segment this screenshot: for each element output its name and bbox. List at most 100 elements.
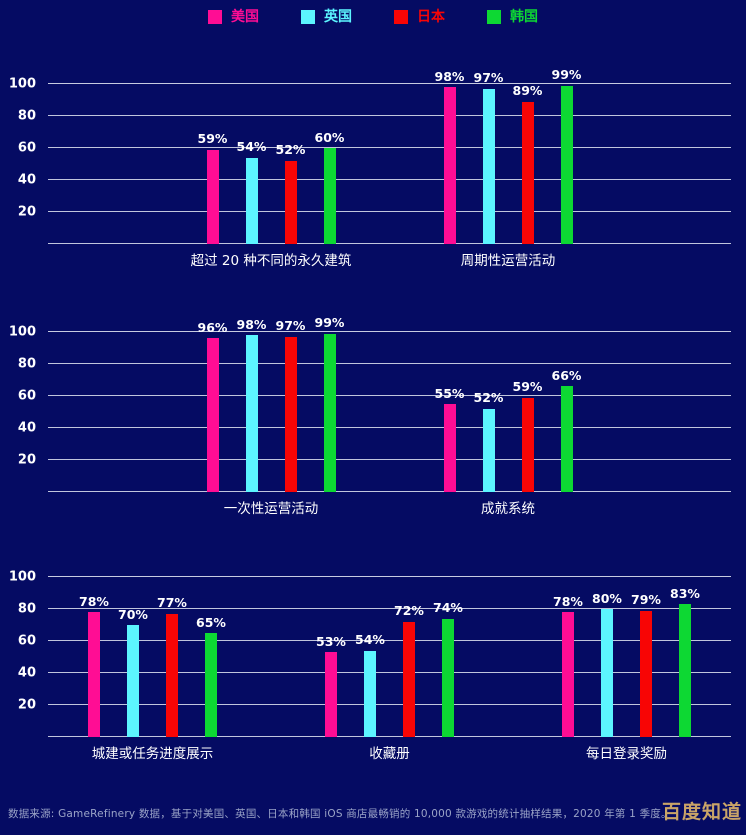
bar-rect-japan xyxy=(521,397,534,492)
bar-rect-uk xyxy=(482,88,495,244)
legend-item-us: 美国 xyxy=(208,10,259,24)
bar-korea: 83% xyxy=(670,587,700,737)
bar-uk: 52% xyxy=(474,392,503,492)
bar-rect-korea xyxy=(323,148,336,244)
bar-korea: 60% xyxy=(315,131,344,244)
gridline-60 xyxy=(48,640,731,641)
gridline-60 xyxy=(48,395,731,396)
category-groups: 78% 70% 77% 65% 城建或任务进度展示 53% 54% 72% 74% 收藏册 78% 8… xyxy=(48,577,731,760)
bar-value-label: 54% xyxy=(236,139,267,155)
category-groups: 96% 98% 97% 99% 一次性运营活动 55% 52% 59% 66% 成就系统 xyxy=(48,317,731,516)
bar-rect-uk xyxy=(482,408,495,492)
bar-value-label: 52% xyxy=(275,142,306,158)
bar-uk: 70% xyxy=(118,608,148,737)
bar-korea: 99% xyxy=(552,69,581,244)
category-group: 59% 54% 52% 60% 超过 20 种不同的永久建筑 xyxy=(153,84,390,268)
bar-rect-japan xyxy=(166,613,178,737)
category-group: 78% 80% 79% 83% 每日登录奖励 xyxy=(508,577,745,760)
bar-us: 55% xyxy=(435,387,464,492)
category-group: 96% 98% 97% 99% 一次性运营活动 xyxy=(153,317,390,516)
category-group: 55% 52% 59% 66% 成就系统 xyxy=(390,332,627,515)
bar-value-label: 53% xyxy=(316,633,346,649)
gridline-100 xyxy=(48,83,731,84)
bar-rect-korea xyxy=(679,604,691,737)
bar-value-label: 99% xyxy=(314,315,345,331)
bar-rect-uk xyxy=(127,625,139,737)
bar-japan: 77% xyxy=(157,597,187,737)
bar-korea: 99% xyxy=(315,317,344,492)
bar-us: 96% xyxy=(198,321,227,492)
bar-rect-korea xyxy=(442,618,454,737)
gridline-0 xyxy=(48,491,731,492)
bar-value-label: 78% xyxy=(553,593,583,609)
bar-uk: 98% xyxy=(237,318,266,492)
bar-japan: 52% xyxy=(276,144,305,244)
y-tick-60: 60 xyxy=(17,140,36,156)
bar-value-label: 54% xyxy=(355,632,385,648)
y-axis-ticks: 20 40 60 80 100 xyxy=(0,326,40,492)
bar-rect-us xyxy=(206,149,219,244)
gridline-20 xyxy=(48,704,731,705)
bar-value-label: 66% xyxy=(551,367,582,383)
bar-rect-us xyxy=(325,652,337,737)
bar-uk: 97% xyxy=(474,72,503,244)
legend-label-uk: 英国 xyxy=(324,9,352,25)
legend-item-japan: 日本 xyxy=(394,10,445,24)
gridline-40 xyxy=(48,179,731,180)
legend-swatch-japan xyxy=(394,10,408,24)
bar-us: 59% xyxy=(198,133,227,244)
bar-rect-uk xyxy=(601,609,613,737)
category-label: 周期性运营活动 xyxy=(460,253,556,269)
bar-value-label: 60% xyxy=(314,129,345,145)
bar-value-label: 65% xyxy=(196,614,226,630)
bar-value-label: 98% xyxy=(236,316,267,332)
bar-us: 98% xyxy=(435,70,464,244)
bar-japan: 79% xyxy=(631,594,661,737)
bar-rect-us xyxy=(443,404,456,492)
data-source-note: 数据来源: GameRefinery 数据，基于对美国、英国、日本和韩国 iOS… xyxy=(8,808,672,820)
bar-rect-uk xyxy=(364,650,376,737)
bar-value-label: 72% xyxy=(394,603,424,619)
bar-value-label: 74% xyxy=(433,600,463,616)
y-tick-40: 40 xyxy=(17,172,36,188)
bar-rect-japan xyxy=(521,101,534,244)
bar-value-label: 77% xyxy=(157,595,187,611)
bar-value-label: 98% xyxy=(434,68,465,84)
bar-value-label: 52% xyxy=(473,390,504,406)
bar-value-label: 70% xyxy=(118,606,148,622)
legend: 美国 英国 日本 韩国 xyxy=(0,10,746,24)
bar-panel-2: 20 40 60 80 100 96% 98% 97% 99% 一次性运营活动 55% 52% 59% 6… xyxy=(0,317,746,516)
y-tick-60: 60 xyxy=(17,388,36,404)
y-tick-80: 80 xyxy=(17,356,36,372)
legend-label-japan: 日本 xyxy=(417,9,445,25)
bar-rect-japan xyxy=(403,621,415,737)
bar-value-label: 97% xyxy=(473,70,504,86)
bar-japan: 72% xyxy=(394,605,424,737)
plot-area: 78% 70% 77% 65% 城建或任务进度展示 53% 54% 72% 74% 收藏册 78% 8… xyxy=(48,576,731,761)
bar-korea: 65% xyxy=(196,616,226,737)
bar-value-label: 80% xyxy=(592,590,622,606)
bar-value-label: 83% xyxy=(670,585,700,601)
y-tick-80: 80 xyxy=(17,108,36,124)
legend-swatch-uk xyxy=(301,10,315,24)
bar-korea: 74% xyxy=(433,602,463,737)
y-tick-100: 100 xyxy=(8,324,36,340)
category-label: 收藏册 xyxy=(369,746,410,762)
legend-label-us: 美国 xyxy=(231,9,259,25)
category-group: 98% 97% 89% 99% 周期性运营活动 xyxy=(390,69,627,268)
y-tick-20: 20 xyxy=(17,697,36,713)
bar-rect-korea xyxy=(323,333,336,492)
category-label: 一次性运营活动 xyxy=(223,501,319,517)
plot-area: 59% 54% 52% 60% 超过 20 种不同的永久建筑 98% 97% 89% 99% 周期… xyxy=(48,69,731,268)
bar-value-label: 59% xyxy=(512,379,543,395)
bar-rect-us xyxy=(206,338,219,492)
gridline-80 xyxy=(48,363,731,364)
bar-rect-korea xyxy=(560,386,573,492)
bar-rect-uk xyxy=(245,335,258,492)
bar-value-label: 97% xyxy=(275,318,306,334)
legend-item-korea: 韩国 xyxy=(487,10,538,24)
category-label: 成就系统 xyxy=(481,501,535,517)
gridline-100 xyxy=(48,331,731,332)
plot-area: 96% 98% 97% 99% 一次性运营活动 55% 52% 59% 66% 成就系统 xyxy=(48,317,731,516)
